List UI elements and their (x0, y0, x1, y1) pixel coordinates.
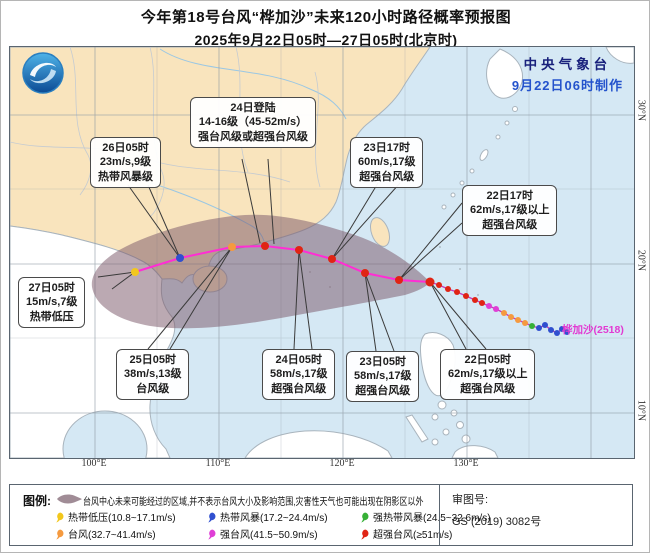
lon-label-130e: 130°E (453, 458, 479, 469)
callout-category: 超强台风级 (482, 218, 538, 231)
map-title: 今年第18号台风“桦加沙”未来120小时路径概率预报图 (140, 9, 512, 26)
legend-box: 图例: 台风中心未来可能经过的区域,并不表示台风大小及影响范围,灾害性天气也可能… (9, 484, 633, 546)
license-label: 审图号: (452, 494, 489, 506)
agency-stamp: 中央气象台 9月22日06时制作 (512, 53, 623, 94)
callout-category: 超强台风级 (460, 382, 516, 395)
callout-wind: 62m/s,17级以上 (470, 204, 550, 217)
point-23d17-super-typhoon (328, 255, 336, 263)
legend-item-tropical-storm: 热带风暴(17.2~24.4m/s) (207, 509, 328, 524)
point-27d05-tropical-depression (131, 268, 139, 276)
typhoon-dot-icon (208, 529, 216, 540)
lat-label-20n: 20°N (635, 249, 647, 272)
callout-time: 23日17时 (363, 142, 410, 154)
callout-22d05: 22日05时 62m/s,17级以上 超强台风级 (440, 349, 536, 400)
map-subtitle-validity: 2025年9月22日05时—27日05时(北京时) (194, 32, 458, 48)
callout-26d05: 26日05时 23m/s,9级 热带风暴级 (90, 137, 161, 188)
callout-category: 超强台风级 (355, 384, 411, 397)
lat-label-30n: 30°N (635, 99, 647, 122)
point-current-position (425, 277, 435, 287)
callout-wind: 58m/s,17级 (270, 368, 328, 381)
callout-22d17: 22日17时 62m/s,17级以上 超强台风级 (462, 185, 558, 236)
callout-27d05: 27日05时 15m/s,7级 热带低压 (18, 277, 86, 328)
point-24d17-super-typhoon (261, 242, 269, 250)
legend-item-tropical-depression: 热带低压(10.8~17.1m/s) (55, 509, 176, 524)
probability-cone (91, 214, 430, 329)
legend-cone-note: 台风中心未来可能经过的区域,并不表示台风大小及影响范围,灾害性天气也可能出现在阴… (83, 497, 424, 508)
license-number: GS (2019) 3082号 (452, 516, 542, 528)
mindanao-island (451, 445, 499, 458)
legend-item-label: 强热带风暴(24.5~32.6m/s) (373, 513, 491, 524)
callout-category: 超强台风级 (271, 382, 327, 395)
lon-label-100e: 100°E (81, 458, 107, 469)
callout-23d17: 23日17时 60m/s,17级 超强台风级 (350, 137, 424, 188)
callout-time: 22日05时 (464, 354, 511, 366)
callout-time: 23日05时 (359, 356, 406, 368)
legend-item-severe-typhoon: 强台风(41.5~50.9m/s) (207, 526, 318, 541)
callout-25d05: 25日05时 38m/s,13级 台风级 (116, 349, 190, 400)
observed-track-points (436, 282, 570, 336)
typhoon-dot-icon (361, 529, 369, 540)
agency-name: 中央气象台 (523, 57, 612, 72)
palawan-island (405, 414, 429, 443)
point-23d05-super-typhoon (361, 269, 369, 277)
callout-category: 超强台风级 (359, 170, 415, 183)
typhoon-name-label: 桦加沙(2518) (562, 324, 624, 336)
title-block: 今年第18号台风“桦加沙”未来120小时路径概率预报图 2025年9月22日05… (1, 6, 649, 50)
callout-time: 24日05时 (275, 354, 322, 366)
callout-time: 26日05时 (102, 142, 149, 154)
callout-time: 27日05时 (28, 282, 75, 294)
callout-wind: 62m/s,17级以上 (448, 368, 528, 381)
callout-wind: 58m/s,17级 (354, 370, 412, 383)
callout-category: 强台风级或超强台风级 (198, 130, 308, 143)
callout-category: 热带低压 (29, 310, 74, 323)
legend-item-super-typhoon: 超强台风(≥51m/s) (360, 526, 452, 541)
lon-label-110e: 110°E (205, 458, 231, 469)
typhoon-dot-icon (361, 512, 369, 523)
callout-24d05: 24日05时 58m/s,17级 超强台风级 (262, 349, 336, 400)
point-26d05-tropical-storm (176, 254, 184, 262)
callout-category: 台风级 (136, 382, 170, 395)
typhoon-dot-icon (208, 512, 216, 523)
borneo-island (244, 430, 393, 458)
point-22d17-super-typhoon (395, 276, 403, 284)
typhoon-dot-icon (56, 512, 64, 523)
agency-issue-time: 9月22日06时制作 (511, 78, 623, 93)
legend-item-typhoon: 台风(32.7~41.4m/s) (55, 526, 156, 541)
legend-item-label: 台风(32.7~41.4m/s) (68, 530, 156, 541)
callout-time: 25日05时 (129, 354, 176, 366)
lat-label-10n: 10°N (635, 399, 647, 422)
callout-wind: 14-16级（45-52m/s） (198, 116, 308, 129)
callout-24d-landfall: 24日登陆 14-16级（45-52m/s） 强台风级或超强台风级 (190, 97, 316, 148)
forecast-map: 26日05时 23m/s,9级 热带风暴级 24日登陆 14-16级（45-52… (9, 46, 635, 459)
callout-time: 24日登陆 (230, 102, 276, 114)
typhoon-dot-icon (56, 529, 64, 540)
lon-label-120e: 120°E (329, 458, 355, 469)
callout-23d05: 23日05时 58m/s,17级 超强台风级 (346, 351, 420, 402)
callout-category: 热带风暴级 (98, 170, 153, 183)
taiwan-island (370, 217, 390, 247)
legend-item-label: 热带低压(10.8~17.1m/s) (68, 513, 176, 524)
legend-item-severe-tropical-storm: 强热带风暴(24.5~32.6m/s) (360, 509, 491, 524)
cone-symbol-icon (57, 494, 82, 504)
map-license-panel: 审图号: GS (2019) 3082号 (439, 485, 633, 545)
point-24d05-super-typhoon (295, 246, 303, 254)
callout-wind: 38m/s,13级 (124, 368, 182, 381)
cma-logo-icon (22, 52, 64, 94)
callout-time: 22日17时 (486, 190, 533, 202)
callout-wind: 60m/s,17级 (358, 156, 416, 169)
callout-connector-lines (97, 158, 487, 352)
legend-heading: 图例: (23, 494, 51, 508)
legend-item-label: 热带风暴(17.2~24.4m/s) (220, 513, 328, 524)
forecast-track-points (131, 242, 435, 287)
callout-wind: 23m/s,9级 (99, 156, 152, 169)
callout-wind: 15m/s,7级 (26, 296, 78, 309)
legend-item-label: 强台风(41.5~50.9m/s) (220, 530, 318, 541)
point-25d05-typhoon (228, 243, 236, 251)
legend-item-label: 超强台风(≥51m/s) (373, 530, 453, 541)
